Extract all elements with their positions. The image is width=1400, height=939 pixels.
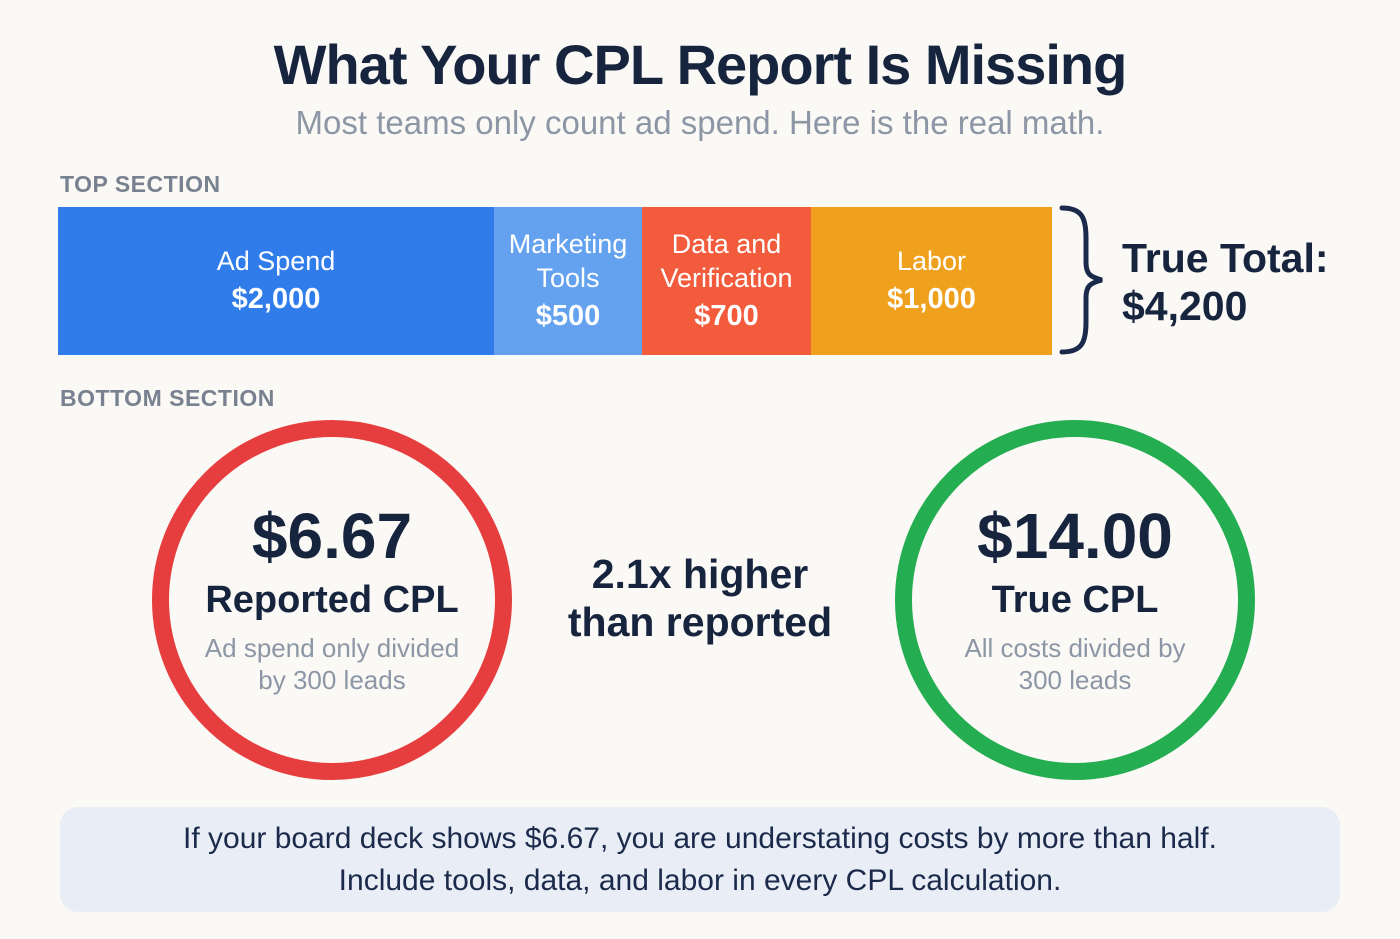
comparison-callout: 2.1x higher than reported [450,550,950,647]
segment-amount: $700 [694,299,759,332]
true-cpl-description: All costs divided by 300 leads [964,632,1185,697]
reported-cpl-desc-line1: Ad spend only divided [204,632,460,663]
page-title: What Your CPL Report Is Missing [273,33,1128,96]
bar-segment-2: Data and Verification $700 [642,207,811,355]
segment-name: Labor [896,246,967,276]
true-cpl-desc-line1: All costs divided by [964,632,1186,663]
segment-amount: $2,000 [231,282,321,315]
true-total-value: $4,200 [1122,283,1248,330]
reported-cpl-label: Reported CPL [205,578,459,621]
reported-cpl-description: Ad spend only divided by 300 leads [205,632,459,697]
page-subtitle: Most teams only count ad spend. Here is … [295,104,1105,141]
true-total-callout: True Total: $4,200 [1122,234,1329,331]
bar-segment-3: Labor $1,000 [811,207,1052,355]
comparison-line1: 2.1x higher [591,551,809,597]
true-total-label: True Total: [1122,235,1329,281]
reported-cpl-desc-line2: by 300 leads [258,665,406,696]
true-cpl-circle: $14.00 True CPL All costs divided by 300… [895,420,1255,780]
comparison-line2: than reported [567,599,833,646]
segment-amount: $1,000 [887,282,976,315]
bar-segment-0: Ad Spend $2,000 [58,207,494,355]
true-cpl-desc-line2: 300 leads [1018,665,1132,696]
true-cpl-value: $14.00 [977,500,1173,573]
segment-amount: $500 [535,299,601,332]
true-cpl-label: True CPL [991,578,1159,621]
segment-name: Data and Verification [660,229,793,293]
reported-cpl-value: $6.67 [251,500,413,573]
bottom-section-label: BOTTOM SECTION [60,385,275,411]
footer-line2: Include tools, data, and labor in every … [338,863,1062,897]
bar-segment-1: Marketing Tools $500 [494,207,642,355]
top-section-label: TOP SECTION [60,171,221,197]
segment-name: Marketing Tools [508,229,628,293]
footer-line1: If your board deck shows $6.67, you are … [183,821,1217,855]
cost-stacked-bar: Ad Spend $2,000 Marketing Tools $500 Dat… [58,207,1052,355]
segment-name: Ad Spend [216,246,336,276]
footer-takeaway: If your board deck shows $6.67, you are … [60,807,1340,912]
curly-brace-icon [1059,205,1103,355]
